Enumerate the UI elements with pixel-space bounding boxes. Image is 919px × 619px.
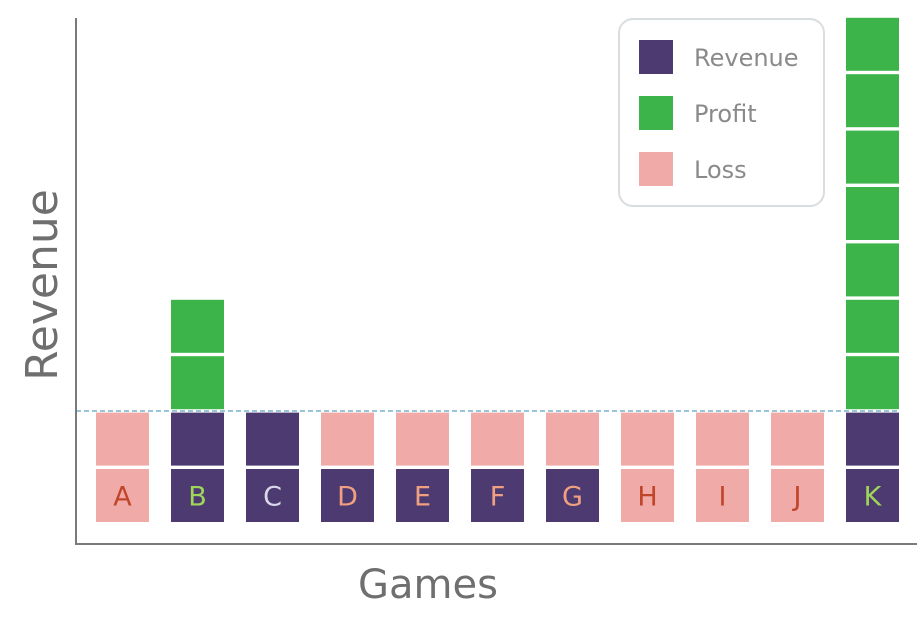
block-revenue-F-1	[471, 469, 524, 522]
block-profit-B-3	[171, 356, 224, 410]
block-revenue-C-2	[246, 412, 299, 466]
x-axis-title: Games	[358, 562, 498, 608]
block-profit-K-3	[846, 356, 899, 410]
block-profit-B-4	[171, 299, 224, 353]
category-label-D: D	[337, 482, 358, 513]
block-profit-K-6	[846, 187, 899, 240]
block-profit-K-7	[846, 130, 899, 184]
block-revenue-D-1	[321, 469, 374, 522]
block-revenue-B-1	[171, 469, 224, 522]
block-revenue-B-2	[171, 412, 224, 466]
block-loss-H-1	[621, 469, 674, 522]
category-label-G: G	[562, 482, 583, 513]
y-axis-title: Revenue	[17, 189, 68, 381]
block-revenue-C-1	[246, 469, 299, 522]
category-label-E: E	[414, 482, 431, 513]
category-label-A: A	[113, 482, 132, 513]
legend-items: Revenue Profit Loss	[639, 40, 799, 186]
category-label-I: I	[719, 482, 727, 513]
column-E: E	[396, 412, 449, 522]
category-label-J: J	[792, 482, 802, 513]
block-loss-D-2	[321, 412, 374, 466]
category-label-C: C	[263, 482, 282, 513]
column-D: D	[321, 412, 374, 522]
block-revenue-G-1	[546, 469, 599, 522]
category-label-K: K	[864, 482, 883, 513]
block-revenue-K-2	[846, 412, 899, 466]
block-loss-I-2	[696, 412, 749, 466]
block-profit-K-8	[846, 74, 899, 128]
block-loss-H-2	[621, 412, 674, 466]
block-revenue-K-1	[846, 469, 899, 522]
legend-label-loss: Loss	[694, 156, 747, 184]
legend-swatch-loss	[639, 152, 673, 186]
column-C: C	[246, 412, 299, 522]
block-profit-K-5	[846, 243, 899, 297]
block-loss-F-2	[471, 412, 524, 466]
column-F: F	[471, 412, 524, 522]
column-K: K	[846, 17, 899, 522]
legend-label-revenue: Revenue	[694, 44, 799, 72]
column-A: A	[96, 412, 149, 522]
category-label-B: B	[188, 482, 207, 513]
legend-label-profit: Profit	[694, 100, 757, 128]
block-loss-J-2	[771, 412, 824, 466]
bars-layer: A B C D E F G H I J K	[96, 17, 899, 522]
block-loss-J-1	[771, 469, 824, 522]
block-loss-A-1	[96, 469, 149, 522]
category-label-H: H	[637, 482, 657, 513]
column-H: H	[621, 412, 674, 522]
column-G: G	[546, 412, 599, 522]
column-J: J	[771, 412, 824, 522]
legend: Revenue Profit Loss	[618, 18, 825, 207]
legend-swatch-profit	[639, 96, 673, 130]
block-profit-K-4	[846, 299, 899, 353]
block-revenue-E-1	[396, 469, 449, 522]
block-loss-E-2	[396, 412, 449, 466]
block-profit-K-9	[846, 17, 899, 71]
column-B: B	[171, 299, 224, 522]
category-label-F: F	[490, 482, 506, 513]
block-loss-G-2	[546, 412, 599, 466]
column-I: I	[696, 412, 749, 522]
block-loss-I-1	[696, 469, 749, 522]
block-loss-A-2	[96, 412, 149, 466]
legend-swatch-revenue	[639, 40, 673, 74]
